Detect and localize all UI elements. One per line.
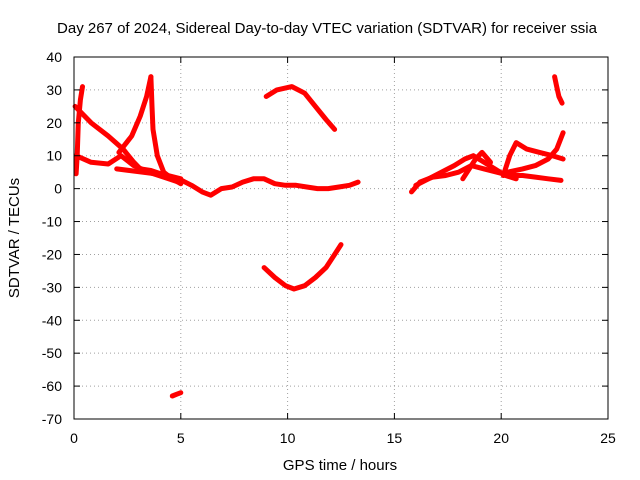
y-tick-label: -30 — [42, 279, 62, 295]
y-tick-labels: 40 30 20 10 0 -10 -20 -30 -40 -50 -60 -70 — [42, 49, 62, 427]
y-tick-label: -10 — [42, 214, 62, 230]
plot-frame — [73, 56, 609, 420]
series-arc-15 — [505, 130, 566, 175]
y-tick-label: -20 — [42, 246, 62, 262]
y-tick-label: -70 — [42, 411, 62, 427]
series-arc-8 — [263, 84, 338, 132]
series-arc-6 — [114, 166, 184, 182]
y-tick-label: -50 — [42, 345, 62, 361]
x-tick-label: 10 — [280, 430, 296, 446]
series-arc-12 — [413, 153, 519, 188]
y-tick-label: 10 — [46, 148, 62, 164]
series-arc-13 — [460, 149, 493, 182]
y-tick-label: 0 — [54, 181, 62, 197]
series-arc-9 — [261, 242, 344, 292]
y-tick-label: 30 — [46, 82, 62, 98]
x-tick-label: 5 — [177, 430, 185, 446]
x-axis-label: GPS time / hours — [283, 457, 397, 474]
x-tick-label: 25 — [600, 430, 616, 446]
ticks — [73, 56, 609, 420]
grid — [74, 57, 608, 419]
series-arc-10 — [169, 390, 184, 399]
chart-title: Day 267 of 2024, Sidereal Day-to-day VTE… — [57, 20, 598, 37]
x-tick-label: 0 — [70, 430, 78, 446]
y-tick-label: 40 — [46, 49, 62, 65]
x-tick-labels: 0 5 10 15 20 25 — [70, 430, 616, 446]
y-tick-label: -60 — [42, 378, 62, 394]
y-tick-label: 20 — [46, 115, 62, 131]
series-arc-5 — [148, 74, 184, 187]
series-layer — [72, 74, 566, 399]
y-tick-label: -40 — [42, 312, 62, 328]
x-tick-label: 15 — [387, 430, 403, 446]
x-tick-label: 20 — [493, 430, 509, 446]
y-axis-label: SDTVAR / TECUs — [6, 178, 23, 298]
series-arc-7 — [176, 176, 361, 198]
series-arc-16 — [552, 74, 565, 106]
series-arc-4 — [116, 74, 154, 155]
